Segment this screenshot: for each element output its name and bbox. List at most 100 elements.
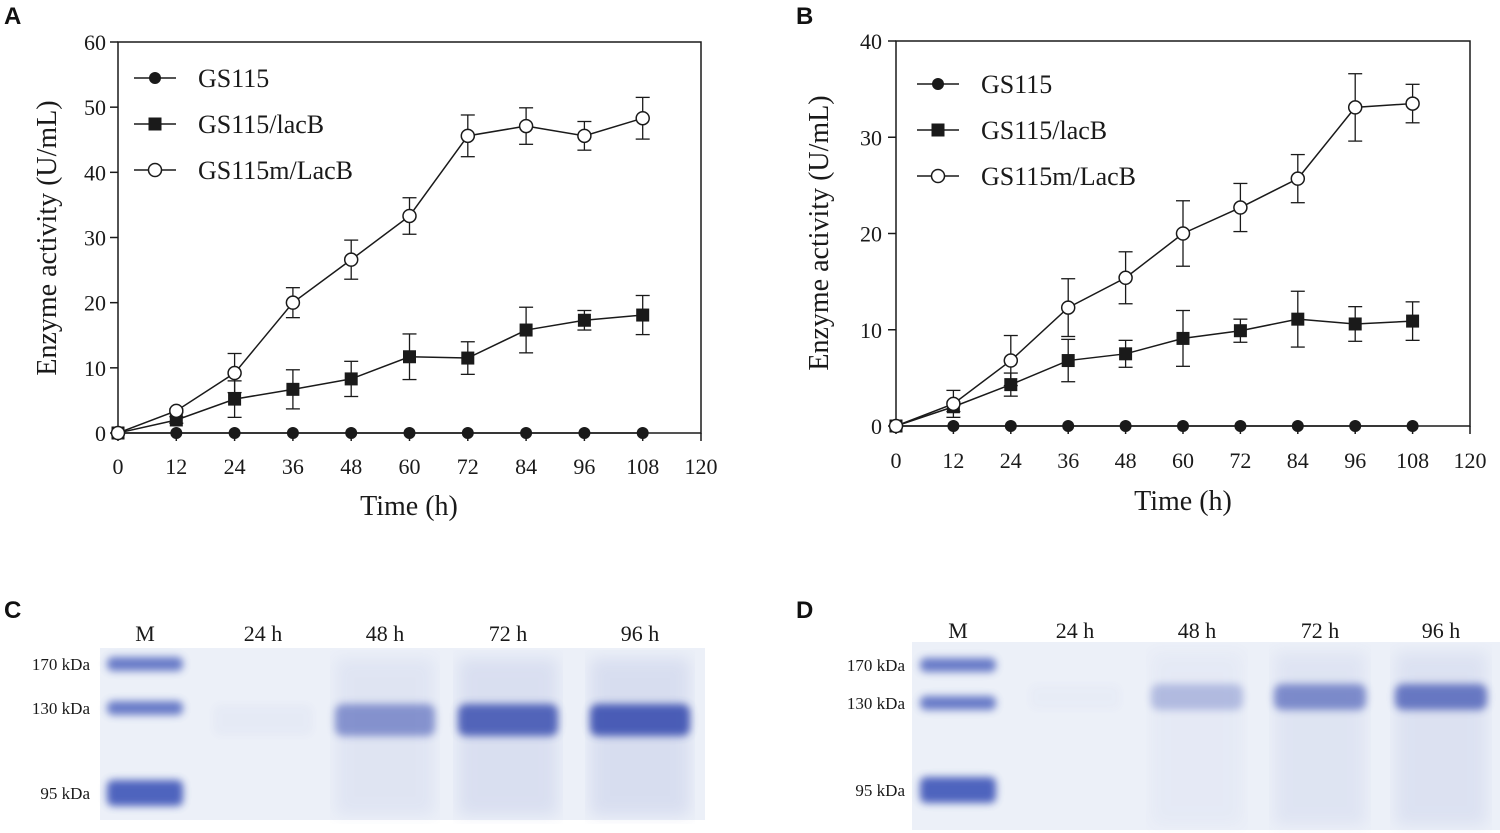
data-point-a-1-4 (344, 372, 358, 386)
x-tick-label-b-4: 48 (1115, 448, 1137, 473)
y-tick-label-b-4: 40 (860, 29, 882, 54)
x-tick-label-b-2: 24 (1000, 448, 1022, 473)
data-point-a-1-2 (228, 392, 242, 406)
y-tick-label-b-1: 10 (860, 318, 882, 343)
x-tick-label-a-8: 96 (573, 454, 595, 479)
lane-label-d-1: 24 h (1056, 618, 1095, 643)
data-point-b-0-6 (1234, 420, 1247, 432)
marker-band-d-0 (920, 658, 996, 672)
x-tick-label-b-8: 96 (1344, 448, 1366, 473)
data-point-b-0-3 (1062, 420, 1075, 432)
data-point-a-2-5 (402, 208, 417, 224)
x-tick-label-b-0: 0 (891, 448, 902, 473)
x-axis-label-a: Time (h) (360, 491, 458, 522)
data-point-a-0-4 (345, 427, 358, 439)
lane-smear-d-4 (1395, 652, 1487, 826)
x-tick-label-a-4: 48 (340, 454, 362, 479)
data-point-a-2-9 (635, 110, 650, 126)
sample-band-d-2 (1151, 684, 1243, 710)
data-point-b-2-5 (1175, 226, 1191, 241)
data-point-a-0-3 (286, 427, 299, 439)
panel-letter-c: C (4, 597, 21, 624)
lane-smear-c-2 (335, 658, 435, 816)
lane-label-c-1: 24 h (244, 621, 283, 646)
data-point-b-2-7 (1290, 171, 1306, 186)
sample-band-c-2 (335, 704, 435, 736)
data-point-b-2-9 (1405, 96, 1420, 111)
legend-label-a-1: GS115/lacB (198, 110, 324, 139)
data-point-a-0-5 (403, 427, 416, 439)
data-point-a-2-4 (343, 252, 359, 267)
data-point-b-0-5 (1177, 420, 1189, 432)
data-point-a-2-8 (577, 128, 592, 144)
panel-letter-b: B (796, 3, 813, 30)
y-tick-label-a-0: 0 (95, 421, 106, 446)
legend-label-a-2: GS115m/LacB (198, 156, 353, 185)
data-point-a-2-1 (169, 403, 184, 419)
y-tick-label-a-2: 20 (84, 291, 106, 316)
legend-label-b-2: GS115m/LacB (981, 162, 1136, 191)
panel-letter-a: A (4, 3, 21, 30)
x-axis-label-b: Time (h) (1134, 486, 1232, 517)
lane-label-c-2: 48 h (366, 621, 405, 646)
data-point-b-2-8 (1347, 100, 1363, 115)
lane-smear-d-2 (1151, 652, 1243, 826)
legend-marker-a-2 (147, 162, 163, 178)
x-tick-label-a-9: 108 (626, 454, 659, 479)
x-tick-label-b-3: 36 (1057, 448, 1079, 473)
data-point-b-0-9 (1406, 420, 1419, 432)
series-layer-b (888, 73, 1420, 434)
x-tick-label-a-7: 84 (515, 454, 537, 479)
marker-band-d-2 (920, 777, 996, 803)
chart-a: 0 12 24 36 48 60 72 84 96 108 120 0 10 20 30 40 50 60 GS1… (32, 30, 718, 522)
y-axis-label-b: Enzyme activity (U/mL) (804, 95, 835, 370)
x-tick-label-a-10: 120 (685, 454, 718, 479)
gel-c: M 24 h 48 h 72 h 96 h 170 kDa 130 kDa 95 kDa (32, 621, 705, 820)
y-tick-label-a-6: 60 (84, 30, 106, 55)
lane-label-c-0: M (135, 621, 155, 646)
series-line-a-2 (117, 117, 643, 434)
sample-band-d-3 (1274, 684, 1366, 710)
data-point-b-2-2 (1003, 353, 1019, 368)
x-tick-label-b-7: 84 (1287, 448, 1309, 473)
data-point-a-0-1 (170, 427, 183, 439)
series-line-a-1 (117, 314, 643, 434)
y-tick-label-b-2: 20 (860, 222, 882, 247)
data-point-a-0-6 (461, 427, 474, 439)
data-point-a-1-9 (636, 308, 650, 322)
marker-label-d-2: 95 kDa (855, 781, 905, 800)
marker-label-d-1: 130 kDa (847, 694, 906, 713)
legend-marker-a-0 (149, 72, 161, 84)
marker-band-c-1 (107, 701, 183, 715)
legend-b: GS115 GS115/lacB GS115m/LacB (917, 70, 1136, 191)
gel-lanes-d: M 24 h 48 h 72 h 96 h 170 kDa 130 kDa 95 kDa (847, 618, 1487, 826)
data-point-a-0-9 (636, 427, 649, 439)
data-point-b-1-9 (1406, 314, 1420, 328)
ticks-b: 0 12 24 36 48 60 72 84 96 108 120 0 10 20 30 40 (860, 29, 1487, 473)
lane-smear-d-3 (1274, 652, 1366, 826)
marker-band-c-0 (107, 657, 183, 671)
data-point-b-1-6 (1233, 324, 1247, 338)
data-point-a-2-2 (227, 365, 242, 381)
x-tick-label-a-5: 60 (399, 454, 421, 479)
marker-label-c-0: 170 kDa (32, 655, 91, 674)
x-tick-label-a-0: 0 (113, 454, 124, 479)
data-point-a-1-7 (519, 323, 533, 337)
lane-smear-c-4 (590, 658, 690, 816)
x-tick-label-b-10: 120 (1454, 448, 1487, 473)
series-line-b-2 (895, 102, 1413, 427)
data-point-a-0-7 (520, 427, 533, 439)
x-tick-label-a-3: 36 (282, 454, 304, 479)
y-tick-label-b-0: 0 (871, 414, 882, 439)
legend-marker-b-0 (932, 78, 944, 90)
x-tick-label-b-6: 72 (1229, 448, 1251, 473)
data-point-b-2-6 (1233, 200, 1248, 215)
x-tick-label-b-5: 60 (1172, 448, 1194, 473)
y-tick-label-a-5: 50 (84, 95, 106, 120)
data-point-a-1-8 (577, 313, 591, 327)
y-tick-label-b-3: 30 (860, 125, 882, 150)
legend-label-b-0: GS115 (981, 70, 1052, 99)
sample-band-d-4 (1395, 684, 1487, 710)
